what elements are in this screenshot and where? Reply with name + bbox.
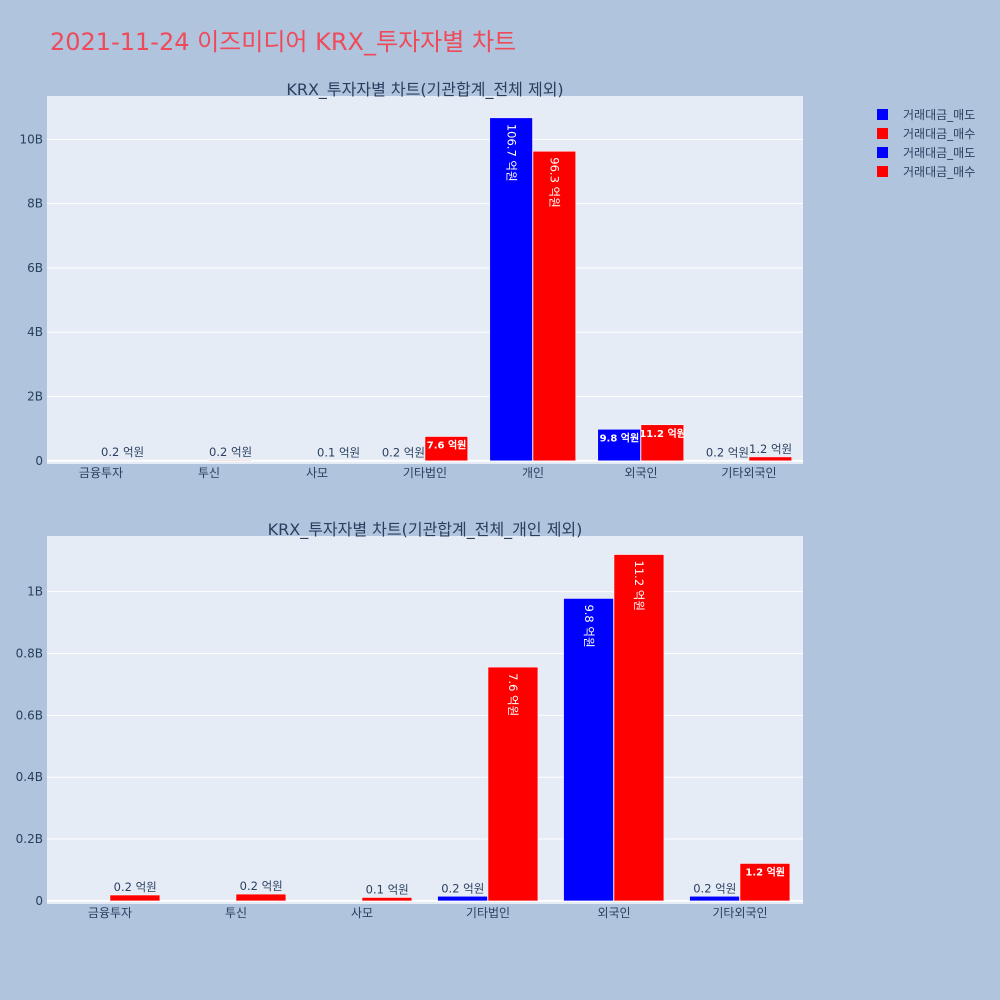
x-tick-label: 개인: [522, 466, 544, 480]
x-tick-label: 사모: [351, 906, 373, 920]
data-label: 0.1 억원: [317, 445, 360, 459]
data-label: 11.2 억원: [632, 561, 646, 611]
data-label: 7.6 억원: [506, 673, 520, 716]
page-title: 2021-11-24 이즈미디어 KRX_투자자별 차트: [50, 28, 517, 56]
data-label: 0.1 억원: [366, 883, 409, 897]
y-tick-label: 0: [35, 454, 43, 468]
y-tick-label: 4B: [27, 325, 43, 339]
bar-buy: [361, 897, 413, 902]
legend-item: 거래대금_매도: [903, 108, 975, 122]
data-label: 0.2 억원: [114, 880, 157, 894]
x-tick-label: 사모: [306, 466, 328, 480]
y-tick-label: 6B: [27, 261, 43, 275]
data-label: 0.2 억원: [240, 879, 283, 893]
data-label: 0.2 억원: [101, 445, 144, 459]
data-label: 7.6 억원: [427, 439, 467, 452]
bar-buy: [739, 863, 791, 902]
bar-buy: [613, 554, 665, 902]
data-label: 0.2 억원: [209, 445, 252, 459]
data-label: 0.2 억원: [706, 445, 749, 459]
legend-item: 거래대금_매수: [903, 127, 975, 141]
plot-area: [47, 96, 803, 464]
bar-sell: [689, 896, 740, 902]
y-tick-label: 8B: [27, 197, 43, 211]
x-tick-label: 투신: [225, 906, 247, 920]
legend-swatch: [877, 128, 888, 139]
data-label: 1.2 억원: [749, 442, 792, 456]
y-tick-label: 0: [35, 894, 43, 908]
data-label: 1.2 억원: [745, 865, 785, 878]
subplot-title: KRX_투자자별 차트(기관합계_전체_개인 제외): [268, 520, 583, 540]
bar-buy: [532, 151, 576, 462]
y-tick-label: 0.8B: [16, 647, 43, 661]
x-tick-label: 투신: [198, 466, 220, 480]
y-tick-label: 0.6B: [16, 708, 43, 722]
y-tick-label: 0.4B: [16, 770, 43, 784]
x-tick-label: 금융투자: [88, 906, 132, 920]
bar-sell: [597, 429, 641, 462]
subplot-title: KRX_투자자별 차트(기관합계_전체 제외): [286, 80, 563, 100]
legend-swatch: [877, 109, 888, 120]
x-tick-label: 기타법인: [466, 906, 510, 920]
legend-swatch: [877, 166, 888, 177]
data-label: 0.2 억원: [441, 881, 484, 895]
data-label: 9.8 억원: [600, 431, 640, 444]
y-tick-label: 10B: [19, 132, 43, 146]
chart-panel-1: 0 2B 4B 6B 8B 10B KRX_투자자별 차트(기관합계_전체 제외) 금융투자 0…: [19, 80, 803, 480]
bar-buy: [487, 666, 539, 902]
bar-sell: [437, 896, 488, 902]
chart-panel-2: 0 0.2B 0.4B 0.6B 0.8B 1B KRX_투자자별 차트(기관합계_전체_개…: [16, 520, 803, 920]
legend-swatch: [877, 147, 888, 158]
x-tick-label: 기타외국인: [721, 466, 776, 480]
legend-item: 거래대금_매도: [903, 146, 975, 160]
legend-item: 거래대금_매수: [903, 165, 975, 179]
bar-sell: [489, 117, 533, 462]
bar-buy: [208, 459, 252, 462]
x-tick-label: 외국인: [624, 466, 657, 480]
bar-buy: [424, 436, 468, 462]
x-tick-label: 기타법인: [403, 466, 447, 480]
data-label: 11.2 억원: [639, 427, 686, 440]
bar-buy: [640, 424, 684, 462]
bar-buy: [748, 456, 792, 462]
data-label: 0.2 억원: [382, 445, 425, 459]
data-label: 9.8 억원: [582, 604, 596, 647]
bar-sell: [563, 598, 614, 902]
data-label: 96.3 억원: [548, 157, 562, 207]
x-tick-label: 외국인: [597, 906, 630, 920]
y-tick-label: 2B: [27, 390, 43, 404]
plot-area: [47, 536, 803, 904]
data-label: 0.2 억원: [693, 881, 736, 895]
bar-buy: [100, 459, 144, 462]
bar-buy: [109, 894, 161, 902]
y-tick-label: 0.2B: [16, 832, 43, 846]
y-tick-label: 1B: [27, 585, 43, 599]
data-label: 106.7 억원: [504, 124, 518, 182]
x-tick-label: 기타외국인: [712, 906, 767, 920]
bar-buy: [235, 893, 287, 902]
x-tick-label: 금융투자: [79, 466, 123, 480]
